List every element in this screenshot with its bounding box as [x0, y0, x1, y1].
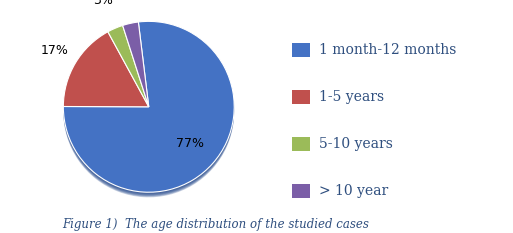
- Text: 1-5 years: 1-5 years: [319, 90, 384, 104]
- Text: 1 month-12 months: 1 month-12 months: [319, 42, 456, 57]
- Text: Figure 1)  The age distribution of the studied cases: Figure 1) The age distribution of the st…: [62, 218, 369, 231]
- Text: 5-10 years: 5-10 years: [319, 137, 393, 151]
- Text: > 10 year: > 10 year: [319, 184, 388, 198]
- Wedge shape: [63, 24, 234, 195]
- Wedge shape: [63, 23, 234, 194]
- Wedge shape: [63, 23, 234, 193]
- Wedge shape: [108, 25, 149, 107]
- Wedge shape: [63, 21, 234, 192]
- Text: 17%: 17%: [41, 44, 69, 57]
- Bar: [292, 90, 310, 104]
- Wedge shape: [63, 32, 149, 107]
- Wedge shape: [63, 22, 234, 193]
- Text: 77%: 77%: [176, 137, 204, 150]
- Wedge shape: [123, 22, 149, 107]
- Wedge shape: [63, 27, 234, 197]
- Text: 3%: 3%: [93, 0, 113, 7]
- Text: 3%: 3%: [114, 0, 134, 1]
- Bar: [292, 137, 310, 151]
- Wedge shape: [63, 24, 234, 195]
- Wedge shape: [63, 25, 234, 196]
- Bar: [292, 184, 310, 198]
- Bar: [292, 42, 310, 56]
- Wedge shape: [63, 26, 234, 197]
